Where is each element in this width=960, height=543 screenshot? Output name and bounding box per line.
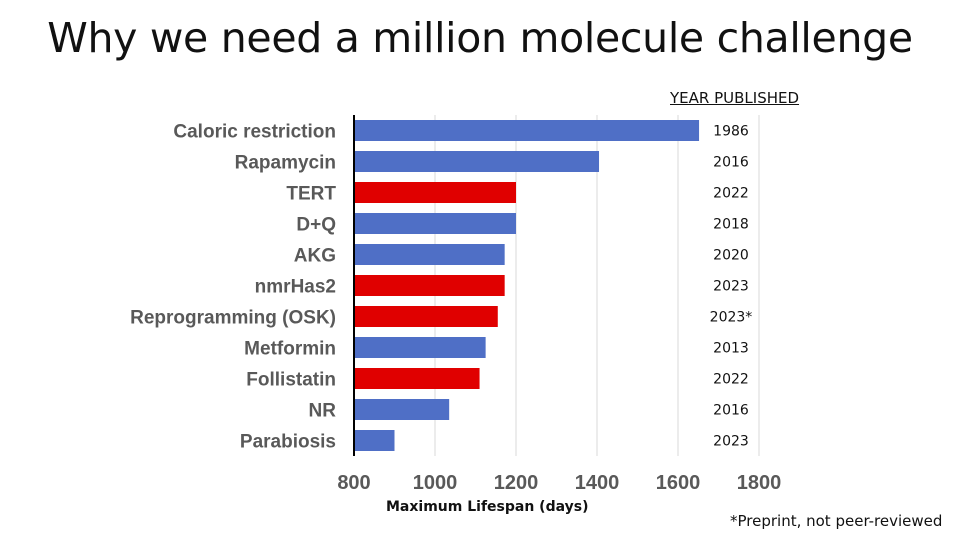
bar <box>354 120 700 141</box>
category-label: nmrHas2 <box>255 277 336 298</box>
bar <box>354 275 505 296</box>
year-label: 2013 <box>713 341 749 357</box>
year-label: 2018 <box>713 217 749 233</box>
x-tick-label: 1600 <box>656 472 701 494</box>
bar <box>354 430 395 451</box>
footnote: *Preprint, not peer-reviewed <box>730 512 943 530</box>
year-label: 1986 <box>713 124 749 140</box>
bar <box>354 213 516 234</box>
category-label: AKG <box>294 246 336 267</box>
category-label: Follistatin <box>246 370 336 391</box>
x-tick-label: 800 <box>337 472 370 494</box>
year-label: 2016 <box>713 155 749 171</box>
year-label: 2022 <box>713 186 749 202</box>
year-label: 2022 <box>713 372 749 388</box>
bar <box>354 306 498 327</box>
year-labels: 1986 2016 2022 2018 2020 2023 2023* 2013 2022 201… <box>710 124 753 450</box>
x-tick-label: 1000 <box>413 472 458 494</box>
x-tick-label: 1400 <box>575 472 620 494</box>
year-label: 2016 <box>713 403 749 419</box>
bar <box>354 337 486 358</box>
x-tick-label: 1200 <box>494 472 539 494</box>
tick-labels: 800 1000 1200 1400 1600 1800 <box>337 472 781 494</box>
year-label: 2023* <box>710 310 753 326</box>
bar <box>354 151 600 172</box>
x-tick-label: 1800 <box>737 472 782 494</box>
bar <box>354 182 516 203</box>
bar <box>354 399 450 420</box>
chart-title: Why we need a million molecule challenge <box>47 14 913 62</box>
category-label: NR <box>309 401 337 422</box>
category-label: Rapamycin <box>235 153 336 174</box>
category-label: D+Q <box>296 215 336 236</box>
bars <box>354 120 700 451</box>
category-labels: Caloric restriction Rapamycin TERT D+Q AKG nm… <box>130 122 336 453</box>
year-label: 2023 <box>713 279 749 295</box>
year-label: 2023 <box>713 434 749 450</box>
x-axis-label: Maximum Lifespan (days) <box>386 499 589 515</box>
category-label: TERT <box>286 184 336 205</box>
category-label: Caloric restriction <box>173 122 336 143</box>
category-label: Parabiosis <box>240 432 336 453</box>
bar <box>354 368 480 389</box>
year-published-header: YEAR PUBLISHED <box>670 89 800 107</box>
category-label: Reprogramming (OSK) <box>130 308 336 329</box>
year-label: 2020 <box>713 248 749 264</box>
category-label: Metformin <box>244 339 336 360</box>
bar <box>354 244 505 265</box>
